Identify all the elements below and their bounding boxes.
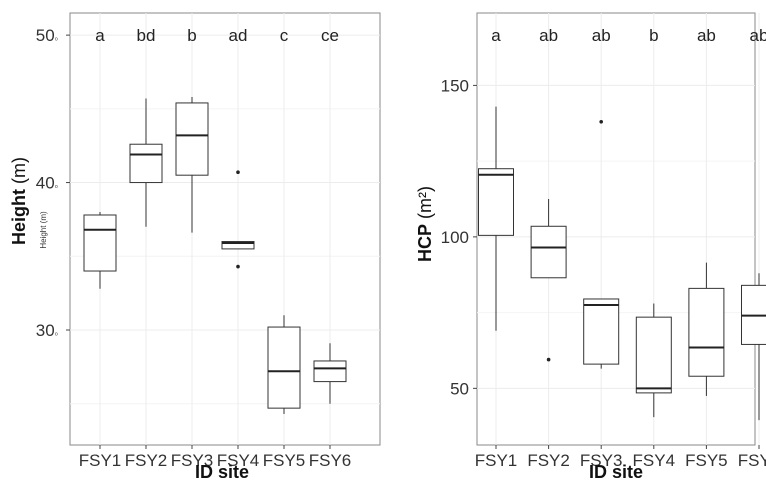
box-fsy1 (83, 212, 117, 289)
box-fsy2 (129, 98, 163, 227)
x-tick-label: FSY5 (685, 451, 728, 470)
height-y-axis-small-label: Height (m) (39, 211, 48, 249)
outlier-point (599, 119, 603, 124)
x-tick-label: FSY1 (79, 451, 122, 470)
height-boxes (83, 97, 347, 415)
outlier-point (236, 264, 240, 269)
group-letter: a (491, 26, 501, 45)
hcp-boxes (478, 106, 766, 421)
y-tick-label: 40₀ (36, 174, 58, 193)
group-letter: ab (539, 26, 558, 45)
y-tick-label: 30₀ (36, 321, 58, 340)
x-tick-label: FSY3 (171, 451, 214, 470)
x-tick-label: FSY1 (475, 451, 518, 470)
group-letter: b (649, 26, 658, 45)
box-fsy3 (583, 119, 620, 369)
height-x-axis-label: ID site (195, 462, 249, 482)
hcp-y-label-unit: (m²) (415, 186, 435, 219)
group-letter: ab (592, 26, 611, 45)
height-y-label-unit: (m) (9, 157, 29, 184)
box-fsy4 (221, 170, 255, 269)
hcp-y-ticks: 50 100 150 (441, 76, 477, 398)
height-group-letters: a bd b ad c ce (95, 26, 339, 45)
box-body (267, 326, 301, 409)
outlier-point (236, 170, 240, 175)
hcp-x-axis-label: ID site (589, 462, 643, 482)
box-body (221, 241, 255, 250)
box-fsy3 (175, 97, 209, 233)
x-tick-label: FSY3 (580, 451, 623, 470)
y-tick-suffix: ₀ (55, 181, 58, 190)
box-fsy6 (741, 273, 766, 421)
height-y-axis-label: Height (m) (9, 157, 29, 245)
y-tick-label: 150 (441, 76, 469, 95)
box-fsy6 (313, 343, 347, 404)
box-body (129, 143, 163, 184)
hcp-x-ticks: FSY1 FSY2 FSY3 FSY4 FSY5 FSY6 (475, 445, 766, 470)
group-letter: ad (229, 26, 248, 45)
group-letter: ab (697, 26, 716, 45)
y-tick-label: 50 (450, 379, 469, 398)
x-tick-label: FSY2 (527, 451, 570, 470)
y-tick-label: 100 (441, 228, 469, 247)
hcp-plot-frame (476, 12, 756, 446)
group-letter: b (187, 26, 196, 45)
y-tick-suffix: ₀ (55, 33, 58, 42)
x-tick-label: FSY6 (309, 451, 352, 470)
box-body (83, 214, 117, 272)
hcp-group-letters: a ab ab b ab ab (491, 26, 766, 45)
box-fsy4 (635, 303, 672, 418)
x-tick-label: FSY6 (738, 451, 766, 470)
box-body (583, 298, 620, 365)
box-fsy2 (530, 199, 567, 362)
height-y-label-main: Height (9, 189, 29, 245)
height-x-ticks: FSY1 FSY2 FSY3 FSY4 FSY5 FSY6 (79, 445, 352, 470)
box-body (635, 316, 672, 394)
box-fsy5 (688, 262, 725, 396)
hcp-panel: 50 100 150 FSY1 FSY2 FSY3 FSY4 FSY5 FSY6 a ab ab b… (415, 12, 766, 482)
box-body (530, 225, 567, 279)
hcp-y-label-main: HCP (415, 224, 435, 262)
box-body (688, 287, 725, 377)
y-tick-label: 50₀ (36, 26, 58, 45)
group-letter: c (280, 26, 289, 45)
group-letter: ab (750, 26, 766, 45)
box-body (478, 168, 514, 236)
y-tick-suffix: ₀ (55, 328, 58, 337)
group-letter: bd (137, 26, 156, 45)
x-tick-label: FSY4 (633, 451, 676, 470)
height-y-ticks: 30₀ 40₀ 50₀ (36, 26, 70, 340)
outlier-point (546, 357, 551, 362)
box-body (175, 102, 209, 176)
x-tick-label: FSY5 (263, 451, 306, 470)
x-tick-label: FSY4 (217, 451, 260, 470)
box-body (313, 360, 347, 383)
group-letter: ce (321, 26, 339, 45)
box-fsy1 (478, 106, 514, 331)
box-fsy5 (267, 315, 301, 415)
x-tick-label: FSY2 (125, 451, 168, 470)
group-letter: a (95, 26, 105, 45)
hcp-y-axis-label: HCP (m²) (415, 186, 435, 262)
